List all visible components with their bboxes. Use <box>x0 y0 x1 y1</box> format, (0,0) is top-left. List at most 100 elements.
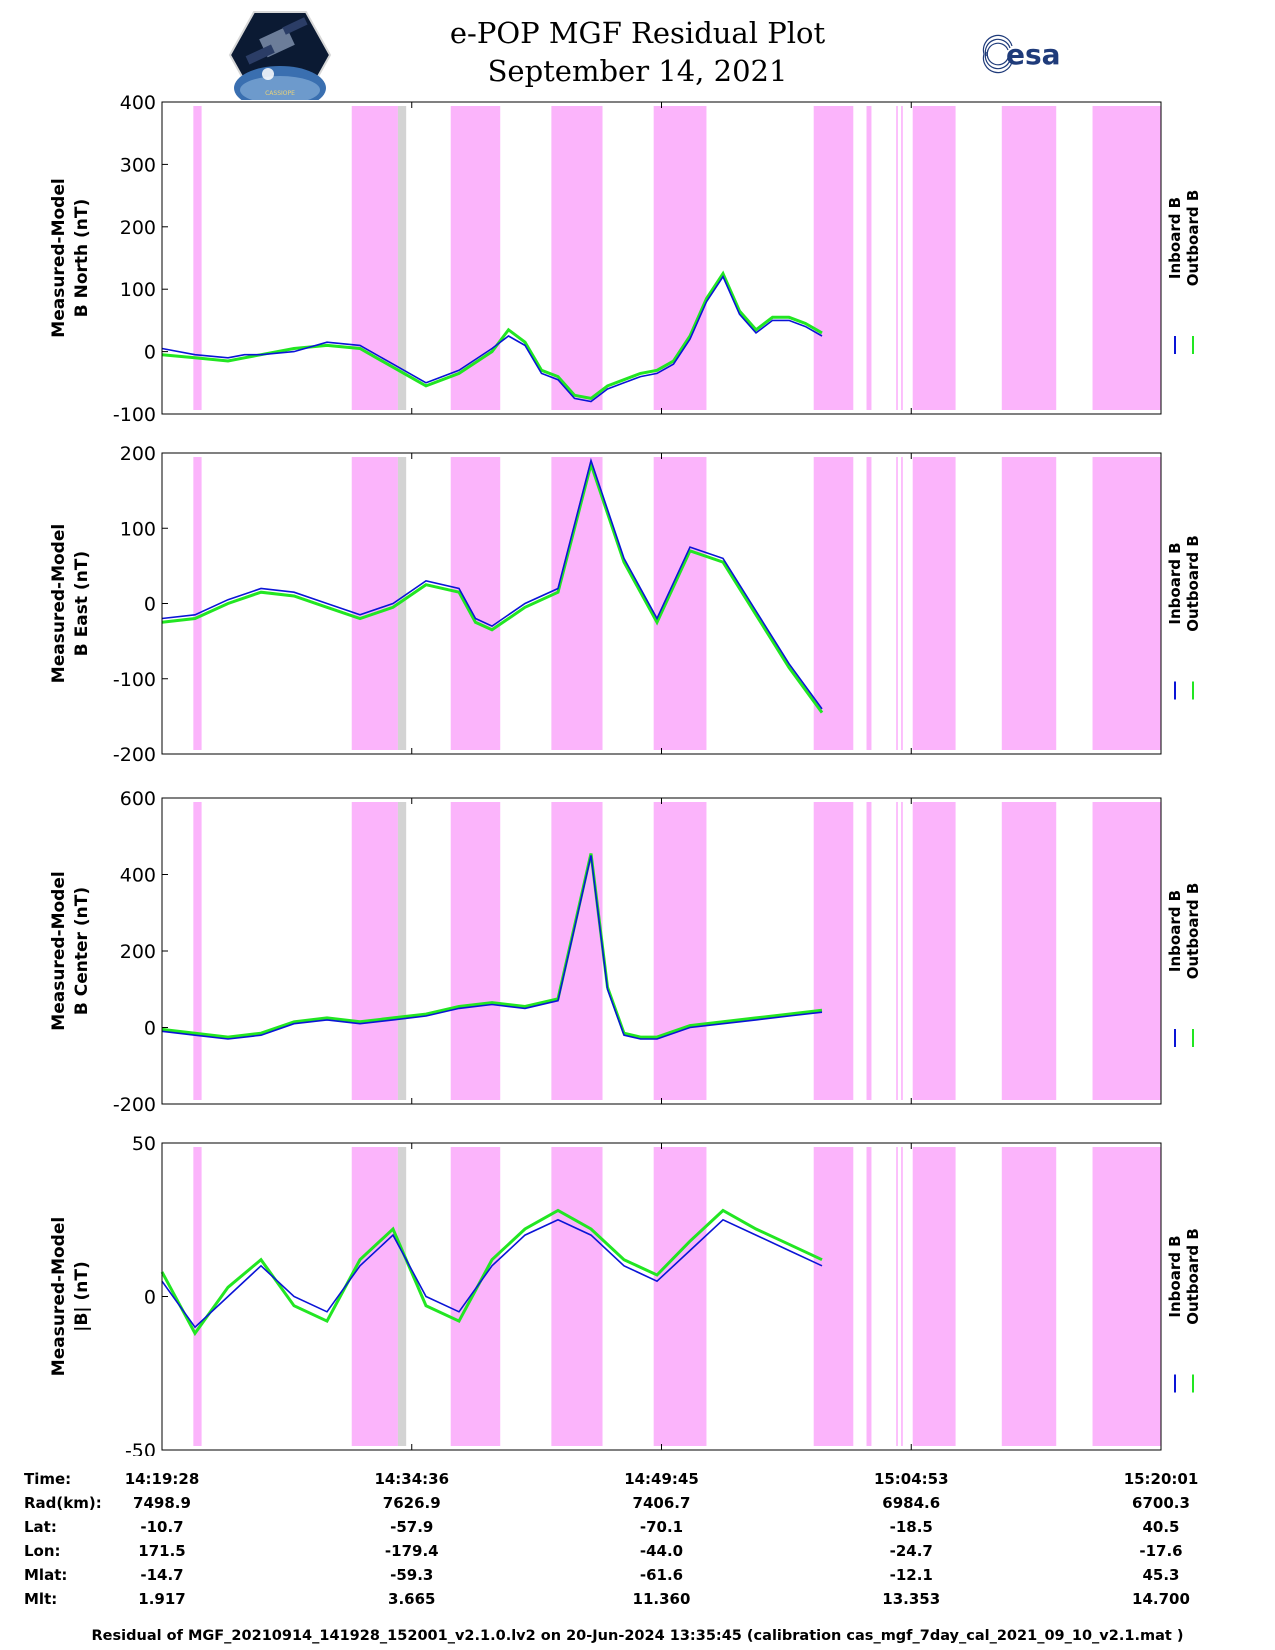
ylabel-line2-3: |B| (nT) <box>72 1261 92 1332</box>
shade-band-3-1 <box>351 1147 398 1446</box>
shade-band-3-5 <box>813 1147 854 1446</box>
ephemeris-cell: -18.5 <box>889 1518 933 1536</box>
ephemeris-cell: -44.0 <box>639 1542 684 1560</box>
shade-band-2-6 <box>866 802 872 1100</box>
ytick-label-2-4: 600 <box>120 788 156 810</box>
ytick-label-2-0: -200 <box>113 1094 156 1116</box>
gray-band-0-0 <box>397 106 407 410</box>
legend-label-outboard-3: Outboard B <box>1184 1228 1202 1325</box>
ephemeris-cell: -14.7 <box>140 1566 184 1584</box>
shade-band-3-3 <box>551 1147 603 1446</box>
gray-band-2-0 <box>397 802 407 1100</box>
shade-band-0-8 <box>901 106 903 410</box>
shade-band-2-0 <box>193 802 202 1100</box>
series-line-0-0 <box>161 275 823 403</box>
shade-band-0-10 <box>1001 106 1057 410</box>
ylabel-line1-0: Measured-Model <box>49 178 69 337</box>
ytick-label-1-2: 0 <box>144 594 156 616</box>
title-line-2: September 14, 2021 <box>487 54 788 88</box>
mission-logo-text: CASSIOPE <box>265 90 295 97</box>
gray-band-3-0 <box>397 1147 407 1446</box>
ephemeris-cell: 40.5 <box>1142 1518 1180 1536</box>
ephemeris-time-2: 14:49:45 <box>624 1470 699 1488</box>
shade-band-3-7 <box>896 1147 898 1446</box>
shade-band-3-11 <box>1092 1147 1161 1446</box>
shade-band-2-10 <box>1001 802 1057 1100</box>
shade-band-3-9 <box>912 1147 956 1446</box>
ephemeris-cell: 6984.6 <box>882 1494 941 1512</box>
ephemeris-row-label: Rad(km): <box>24 1494 102 1512</box>
ytick-label-2-3: 400 <box>120 865 156 887</box>
ytick-label-0-1: 0 <box>144 342 156 364</box>
shade-band-0-1 <box>351 106 398 410</box>
shade-band-0-2 <box>450 106 501 410</box>
legend-label-outboard-1: Outboard B <box>1184 535 1202 632</box>
ephemeris-cell: 13.353 <box>882 1590 941 1608</box>
ephemeris-cell: -59.3 <box>390 1566 434 1584</box>
ephemeris-cell: 3.665 <box>388 1590 436 1608</box>
ephemeris-time-4: 15:20:01 <box>1123 1470 1199 1488</box>
ephemeris-row-label: Mlt: <box>24 1590 58 1608</box>
shade-band-3-0 <box>193 1147 202 1446</box>
shade-band-0-3 <box>551 106 603 410</box>
ylabel-line1-3: Measured-Model <box>49 1217 69 1376</box>
shade-band-1-9 <box>912 457 956 750</box>
ytick-label-1-1: -100 <box>113 669 156 691</box>
shade-band-2-11 <box>1092 802 1161 1100</box>
ytick-label-3-2: 50 <box>132 1133 156 1155</box>
ephemeris-cell: 14.700 <box>1132 1590 1190 1608</box>
esa-logo-icon: esa <box>982 34 1061 74</box>
legend-label-inboard-0: Inboard B <box>1166 197 1184 279</box>
ytick-label-1-4: 200 <box>120 443 156 465</box>
shade-band-3-8 <box>901 1147 903 1446</box>
ylabel-line2-2: B Center (nT) <box>72 887 92 1015</box>
series-line-1-0 <box>161 457 823 710</box>
shade-band-3-10 <box>1001 1147 1057 1446</box>
shade-band-2-4 <box>653 802 707 1100</box>
ytick-label-0-2: 100 <box>120 279 156 301</box>
shade-band-1-1 <box>351 457 398 750</box>
series-line-1-1 <box>161 459 824 714</box>
legend-label-outboard-2: Outboard B <box>1184 883 1202 980</box>
shade-band-1-6 <box>866 457 872 750</box>
ytick-label-0-4: 300 <box>120 154 156 176</box>
ytick-label-2-2: 200 <box>120 941 156 963</box>
ylabel-line1-2: Measured-Model <box>49 871 69 1030</box>
shade-band-0-11 <box>1092 106 1161 410</box>
legend-label-inboard-2: Inboard B <box>1166 890 1184 972</box>
ephemeris-time-label: Time: <box>24 1470 72 1488</box>
ytick-label-2-1: 0 <box>144 1018 156 1040</box>
shade-band-2-8 <box>901 802 903 1100</box>
shade-band-1-4 <box>653 457 707 750</box>
ephemeris-cell: 7626.9 <box>382 1494 441 1512</box>
ytick-label-3-1: 0 <box>144 1287 156 1309</box>
ytick-label-0-3: 200 <box>120 217 156 239</box>
shade-band-0-7 <box>896 106 898 410</box>
agency-logo-text: esa <box>1006 38 1061 71</box>
shade-band-0-6 <box>866 106 872 410</box>
shade-band-1-7 <box>896 457 898 750</box>
gray-band-1-0 <box>397 457 407 750</box>
shade-band-1-3 <box>551 457 603 750</box>
shade-band-0-5 <box>813 106 854 410</box>
ephemeris-row-label: Lon: <box>24 1542 61 1560</box>
ylabel-line1-1: Measured-Model <box>49 524 69 683</box>
ytick-label-0-5: 400 <box>120 92 156 114</box>
ephemeris-cell: -179.4 <box>384 1542 439 1560</box>
shade-band-2-3 <box>551 802 603 1100</box>
ephemeris-cell: -12.1 <box>889 1566 933 1584</box>
title-line-1: e-POP MGF Residual Plot <box>449 16 826 50</box>
footnote: Residual of MGF_20210914_141928_152001_v… <box>91 1628 1184 1644</box>
ephemeris-cell: 7498.9 <box>133 1494 191 1512</box>
series-line-2-0 <box>161 855 823 1040</box>
ephemeris-row-label: Mlat: <box>24 1566 68 1584</box>
shade-band-2-2 <box>450 802 501 1100</box>
ephemeris-time-1: 14:34:36 <box>374 1470 450 1488</box>
ephemeris-row-label: Lat: <box>24 1518 57 1536</box>
ephemeris-time-3: 15:04:53 <box>873 1470 949 1488</box>
shade-band-0-9 <box>912 106 956 410</box>
page-title: e-POP MGF Residual Plot September 14, 20… <box>0 14 1275 90</box>
ylabel-line2-0: B North (nT) <box>72 199 92 318</box>
shade-band-1-2 <box>450 457 501 750</box>
